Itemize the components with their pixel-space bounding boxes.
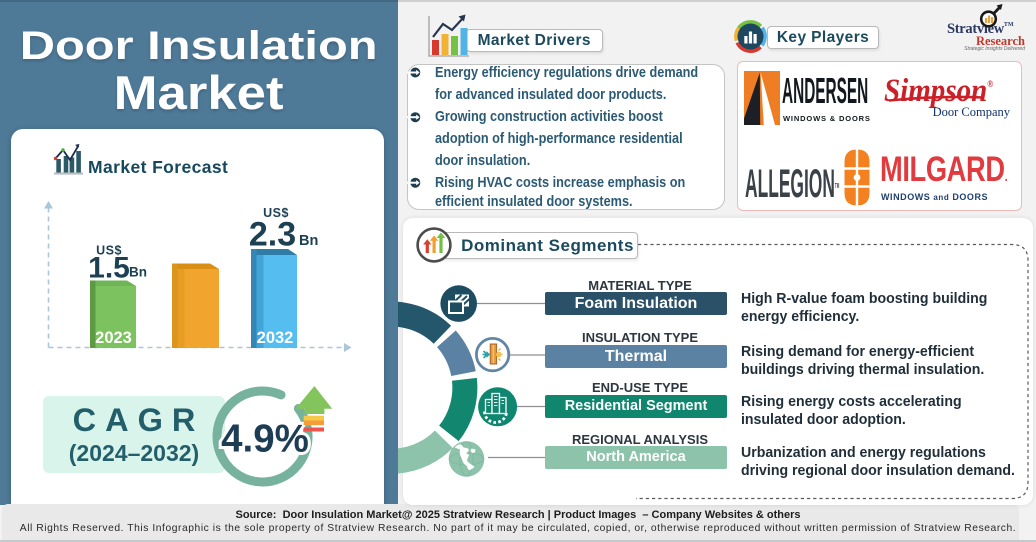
svg-text:4.9%: 4.9% <box>221 418 309 461</box>
svg-text:Strategic Insights Delivered: Strategic Insights Delivered <box>964 46 1025 52</box>
svg-text:4.9%: 4.9% <box>221 418 309 461</box>
svg-text:US$: US$ <box>96 244 122 258</box>
svg-text:2.3: 2.3 <box>249 216 296 254</box>
svg-text:Bn: Bn <box>299 233 318 249</box>
svg-text:1.5: 1.5 <box>88 252 130 285</box>
svg-text:US$: US$ <box>263 206 289 220</box>
svg-text:2032: 2032 <box>257 329 294 347</box>
svg-text:Bn: Bn <box>129 265 147 280</box>
svg-text:2023: 2023 <box>95 329 132 347</box>
